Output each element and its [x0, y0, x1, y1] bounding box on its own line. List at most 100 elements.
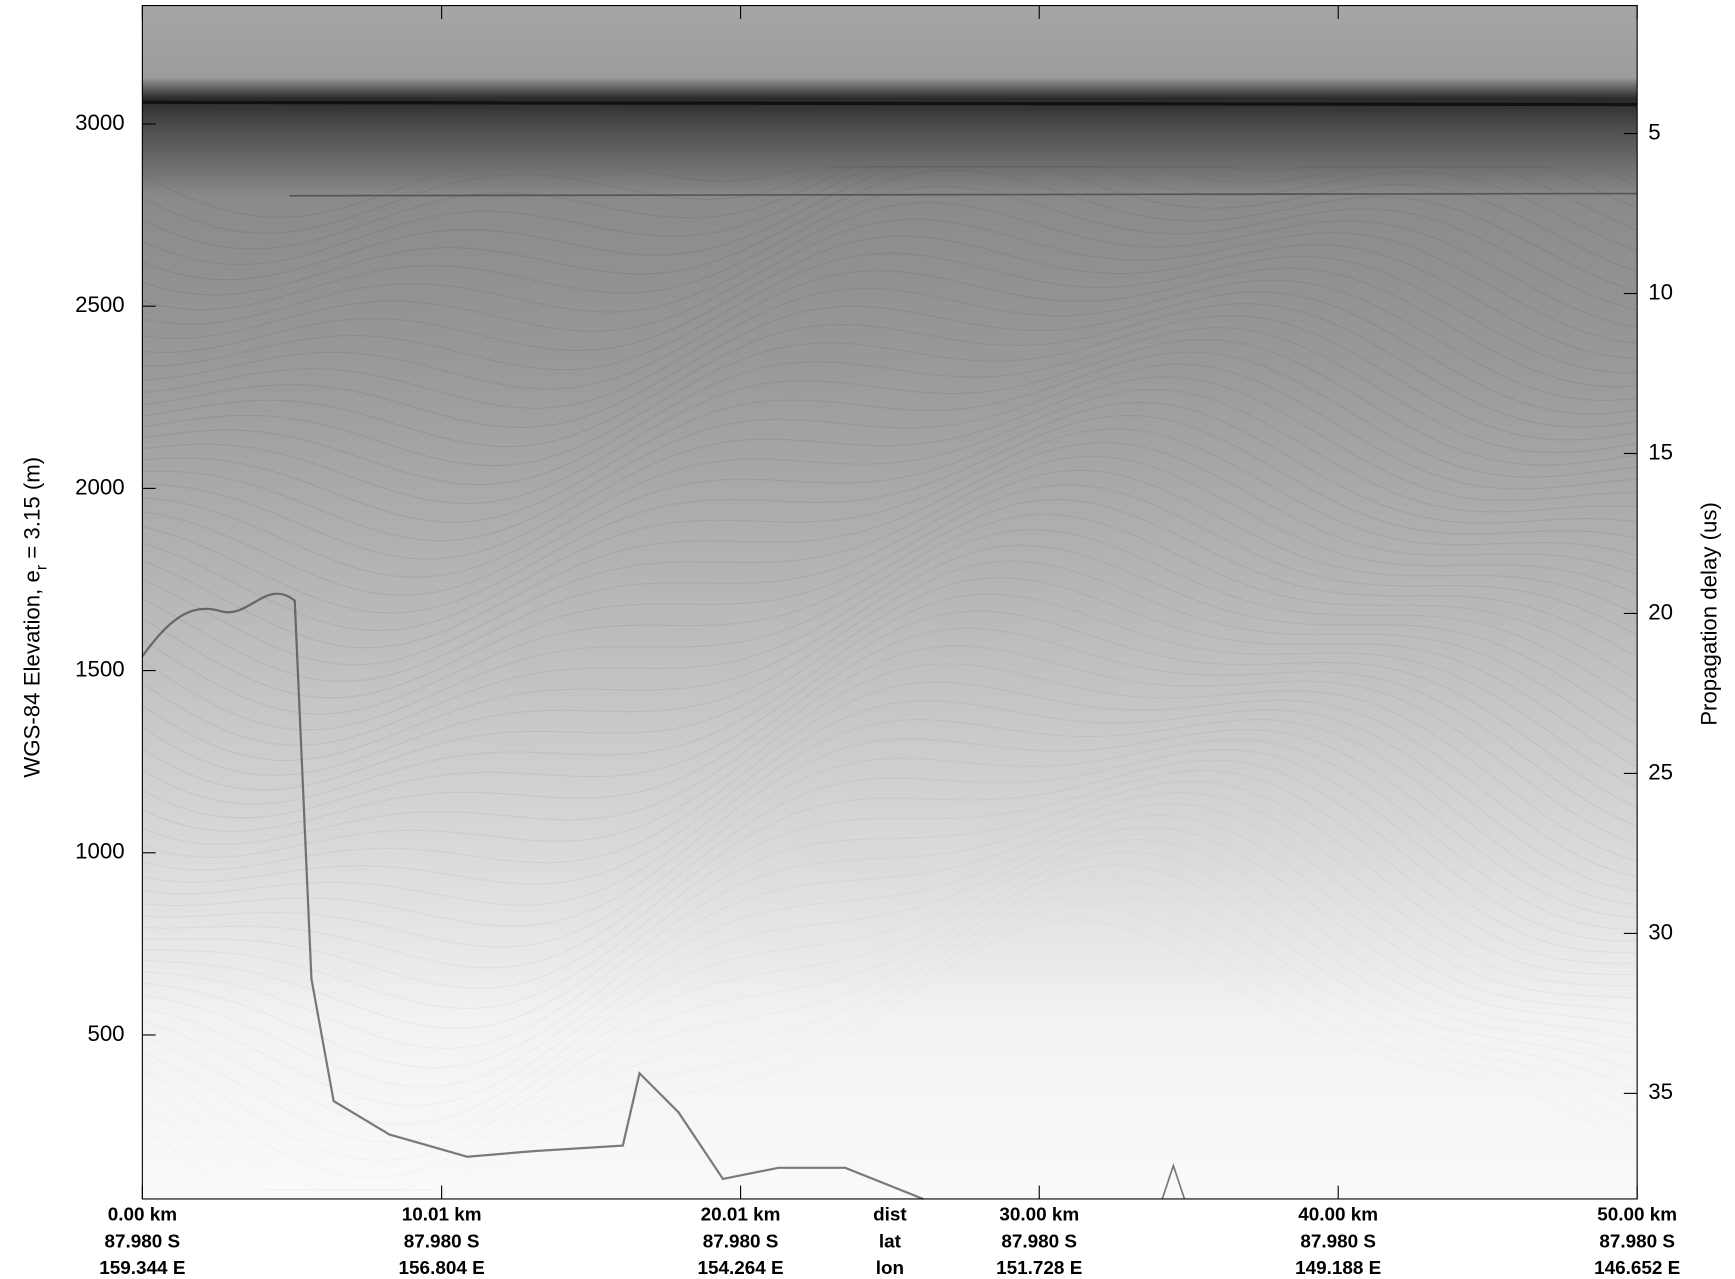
internal-layer [142, 814, 1638, 1088]
row-label: lat [879, 1231, 902, 1252]
plot-group: WGS-84 Elevation, er = 3.15 (m) Propagat… [19, 5, 1721, 1279]
plot-frame [141, 5, 1638, 1200]
surface-line [142, 100, 1638, 107]
internal-layer [142, 389, 1638, 578]
y-tick-label: 2500 [75, 292, 124, 317]
y-title-subscript: r [33, 565, 50, 570]
internal-layer [142, 376, 1638, 560]
internal-layer [142, 218, 1638, 344]
internal-layer [142, 202, 1638, 328]
y2-tick-label: 35 [1648, 1079, 1673, 1104]
y-tick-label: 2000 [75, 474, 124, 499]
internal-layer [142, 645, 1638, 846]
y-tick-label: 3000 [75, 110, 124, 135]
reflector-line [289, 192, 1638, 197]
y2-tick-label: 25 [1648, 759, 1673, 784]
row-label: dist [873, 1205, 907, 1226]
x-tick-label: 30.00 km [999, 1205, 1079, 1226]
layers [142, 100, 1638, 1144]
internal-layer [142, 738, 1638, 948]
internal-layer [142, 414, 1638, 614]
lon-label: 159.344 E [99, 1258, 185, 1279]
internal-layer [142, 235, 1638, 360]
internal-layer [142, 663, 1638, 862]
internal-layer [142, 166, 1638, 281]
internal-layer [142, 267, 1638, 390]
internal-layer [142, 185, 1638, 311]
internal-layer [142, 166, 1638, 266]
x-tick-label: 0.00 km [108, 1205, 177, 1226]
internal-layer [142, 610, 1638, 819]
internal-layer [142, 529, 1638, 746]
internal-layer [142, 166, 1638, 218]
internal-layer [142, 169, 1638, 296]
y-tick-label: 500 [87, 1021, 124, 1046]
lon-label: 151.728 E [996, 1258, 1082, 1279]
internal-layer [142, 401, 1638, 596]
internal-layer [142, 291, 1638, 428]
internal-layer [142, 327, 1638, 486]
y-tick-label: 1500 [75, 656, 124, 681]
lon-label: 154.264 E [698, 1258, 784, 1279]
internal-layer [142, 593, 1638, 805]
internal-layer [142, 166, 1638, 234]
internal-layer [142, 498, 1638, 715]
internal-layer [142, 279, 1638, 409]
internal-layer [142, 339, 1638, 504]
internal-layer [142, 469, 1638, 682]
internal-layer [142, 627, 1638, 832]
row-label: lon [876, 1258, 904, 1279]
internal-layer [142, 441, 1638, 649]
internal-layer [142, 303, 1638, 448]
y-axis-title: WGS-84 Elevation, er = 3.15 (m) [19, 457, 50, 778]
y2-tick-label: 20 [1648, 599, 1673, 624]
lat-label: 87.980 S [1300, 1231, 1376, 1252]
y2-tick-label: 5 [1648, 119, 1660, 144]
x-tick-label: 10.01 km [402, 1205, 482, 1226]
internal-layer [142, 363, 1638, 542]
internal-layer [142, 428, 1638, 631]
y2-tick-label: 30 [1648, 919, 1673, 944]
internal-layer [142, 544, 1638, 761]
internal-layer [142, 803, 1638, 1069]
lat-label: 87.980 S [404, 1231, 480, 1252]
lat-label: 87.980 S [1001, 1231, 1077, 1252]
y2-axis-title: Propagation delay (us) [1696, 502, 1721, 726]
internal-layer [142, 166, 1638, 250]
internal-layer [142, 728, 1638, 927]
internal-layer [142, 681, 1638, 878]
internal-layer [142, 513, 1638, 731]
x-tick-label: 40.00 km [1298, 1205, 1378, 1226]
bed-peak [1161, 1162, 1186, 1200]
internal-layer [142, 780, 1638, 1030]
x-tick-label: 50.00 km [1597, 1205, 1677, 1226]
lat-label: 87.980 S [703, 1231, 779, 1252]
internal-layer [142, 719, 1638, 906]
bed-reflection [141, 592, 924, 1200]
lon-label: 149.188 E [1295, 1258, 1381, 1279]
internal-layer [142, 749, 1638, 969]
lon-label: 156.804 E [399, 1258, 485, 1279]
y-title-rest: = 3.15 (m) [19, 457, 44, 565]
internal-layer [142, 826, 1638, 1107]
internal-layer [142, 577, 1638, 791]
internal-layer [142, 351, 1638, 523]
y2-tick-label: 15 [1648, 439, 1673, 464]
internal-layer [142, 838, 1638, 1125]
lon-label: 146.652 E [1594, 1258, 1680, 1279]
y2-tick-label: 10 [1648, 279, 1673, 304]
internal-layer [142, 700, 1638, 892]
internal-layer [142, 484, 1638, 699]
internal-layer [142, 851, 1638, 1144]
internal-layer [142, 770, 1638, 1009]
x-tick-label: 20.01 km [701, 1205, 781, 1226]
lat-label: 87.980 S [105, 1231, 181, 1252]
y-tick-label: 1000 [75, 839, 124, 864]
internal-layer [142, 759, 1638, 989]
y-title-text: WGS-84 Elevation, e [19, 570, 44, 778]
echogram [142, 5, 1638, 1199]
internal-layer [142, 560, 1638, 776]
internal-layer [142, 455, 1638, 666]
